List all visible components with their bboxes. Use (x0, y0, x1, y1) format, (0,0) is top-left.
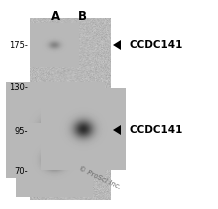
Text: A: A (50, 10, 60, 23)
Text: 70-: 70- (14, 167, 28, 176)
Text: 130-: 130- (9, 84, 28, 93)
Polygon shape (113, 40, 121, 50)
Text: 95-: 95- (15, 126, 28, 135)
Text: CCDC141: CCDC141 (129, 125, 182, 135)
Text: 175-: 175- (9, 41, 28, 50)
Text: CCDC141: CCDC141 (129, 40, 182, 50)
Polygon shape (113, 125, 121, 135)
Text: B: B (78, 10, 87, 23)
Text: © ProSci Inc.: © ProSci Inc. (78, 166, 122, 190)
